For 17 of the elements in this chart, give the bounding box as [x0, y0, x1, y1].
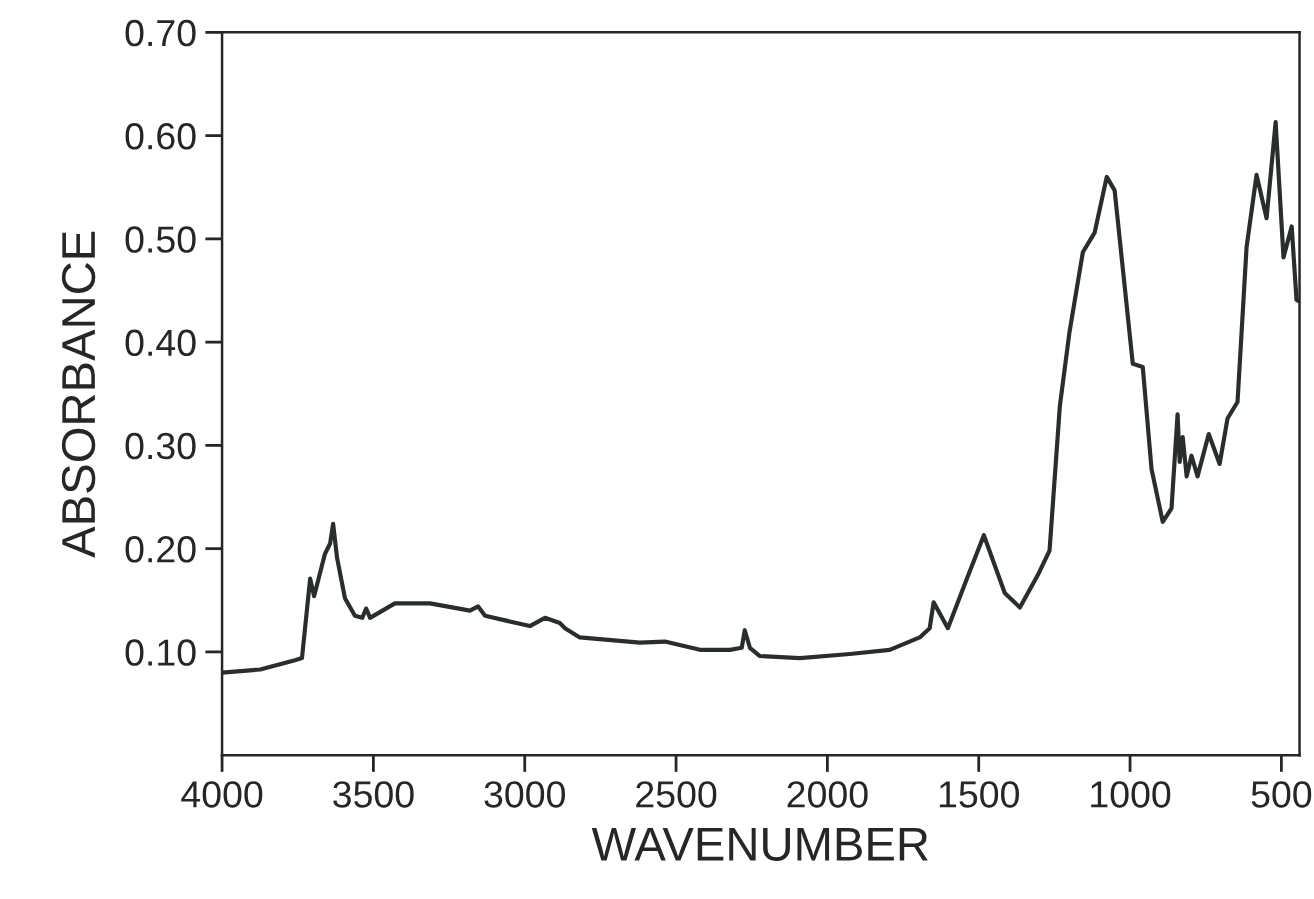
x-tick-label: 2000 — [787, 781, 868, 808]
x-tick-label: 2500 — [636, 781, 717, 808]
x-tick-label: 4000 — [181, 781, 263, 808]
y-axis-title: ABSORBANCE — [61, 231, 96, 558]
x-tick-label: 1500 — [939, 781, 1019, 808]
y-tick-label: 0.40 — [125, 329, 196, 357]
x-tick-label: 500 — [1251, 781, 1312, 808]
x-tick-label: 3000 — [484, 781, 565, 808]
y-tick-label: 0.30 — [125, 432, 196, 460]
x-axis-title: WAVENUMBER — [591, 827, 928, 861]
x-tick-label: 3500 — [333, 781, 414, 808]
x-tick-label: 1000 — [1091, 781, 1171, 808]
y-tick-label: 0.60 — [125, 123, 196, 150]
y-tick-label: 0.20 — [125, 536, 196, 563]
y-tick-label: 0.70 — [125, 19, 196, 47]
y-tick-label: 0.50 — [125, 226, 196, 253]
y-tick-label: 0.10 — [125, 639, 196, 666]
